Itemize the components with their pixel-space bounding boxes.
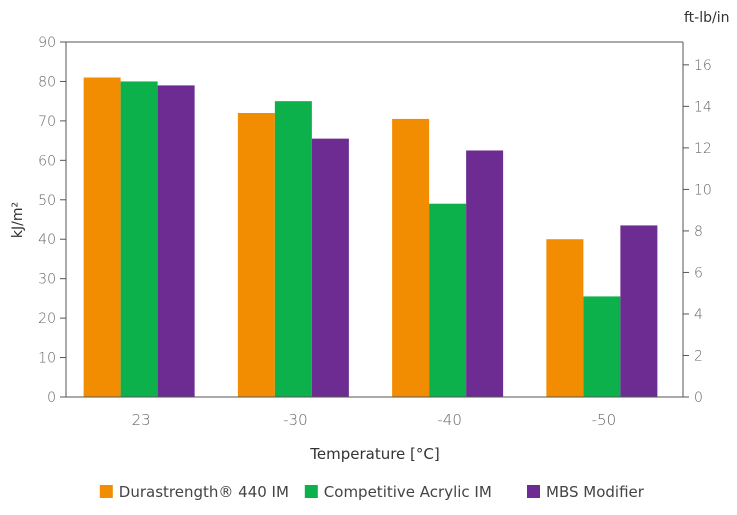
y2-tick-label: 8	[694, 224, 703, 240]
legend-label: MBS Modifier	[546, 483, 645, 501]
y-tick-label: 30	[38, 272, 56, 288]
legend: Durastrength® 440 IM Competitive Acrylic …	[99, 483, 645, 501]
bar	[620, 225, 658, 397]
y-tick-label: 60	[38, 153, 56, 169]
bar	[237, 113, 275, 397]
y-axis-title: kJ/m²	[10, 202, 26, 238]
y2-tick-label: 14	[694, 99, 712, 115]
bar	[120, 81, 158, 397]
right-axis-ticks: 0 2 4 6 8 10 12 14 16	[683, 58, 712, 406]
left-axis-ticks: 0 10 20 30 40 50 60 70 80 90	[38, 35, 66, 406]
legend-label: Durastrength® 440 IM	[119, 483, 289, 501]
x-tick-label: -40	[437, 411, 462, 429]
bar	[311, 138, 349, 397]
y2-tick-label: 16	[694, 58, 712, 74]
y2-tick-label: 0	[694, 390, 703, 406]
legend-swatch	[527, 485, 540, 498]
y2-tick-label: 12	[694, 141, 712, 157]
bars-group	[83, 77, 658, 398]
y-tick-label: 20	[38, 311, 56, 327]
bar	[546, 239, 584, 397]
y-tick-label: 10	[38, 351, 56, 367]
legend-swatch	[304, 485, 318, 498]
y-tick-label: 0	[47, 390, 56, 406]
bar	[274, 101, 312, 398]
y2-tick-label: 6	[694, 265, 703, 281]
x-tick-label: 23	[132, 411, 151, 429]
x-tick-label: -50	[592, 411, 617, 429]
bar	[83, 77, 121, 397]
y2-tick-label: 10	[694, 182, 712, 198]
y-tick-label: 50	[38, 193, 56, 209]
y-tick-label: 40	[38, 232, 56, 248]
y2-axis-title: ft-lb/in	[684, 10, 729, 26]
bar	[157, 85, 195, 397]
y-tick-label: 90	[38, 35, 56, 51]
y-tick-label: 80	[38, 74, 56, 90]
bar	[392, 118, 430, 398]
x-axis-ticks: 23 -30 -40 -50	[132, 411, 617, 429]
x-axis-title: Temperature [°C]	[309, 445, 439, 463]
legend-swatch	[99, 485, 113, 498]
y2-tick-label: 4	[694, 307, 703, 323]
y2-tick-label: 2	[694, 348, 703, 364]
legend-label: Competitive Acrylic IM	[324, 483, 492, 501]
bar	[429, 203, 467, 397]
y-tick-label: 70	[38, 114, 56, 130]
bar	[466, 150, 504, 397]
bar	[583, 296, 621, 397]
x-tick-label: -30	[283, 411, 308, 429]
